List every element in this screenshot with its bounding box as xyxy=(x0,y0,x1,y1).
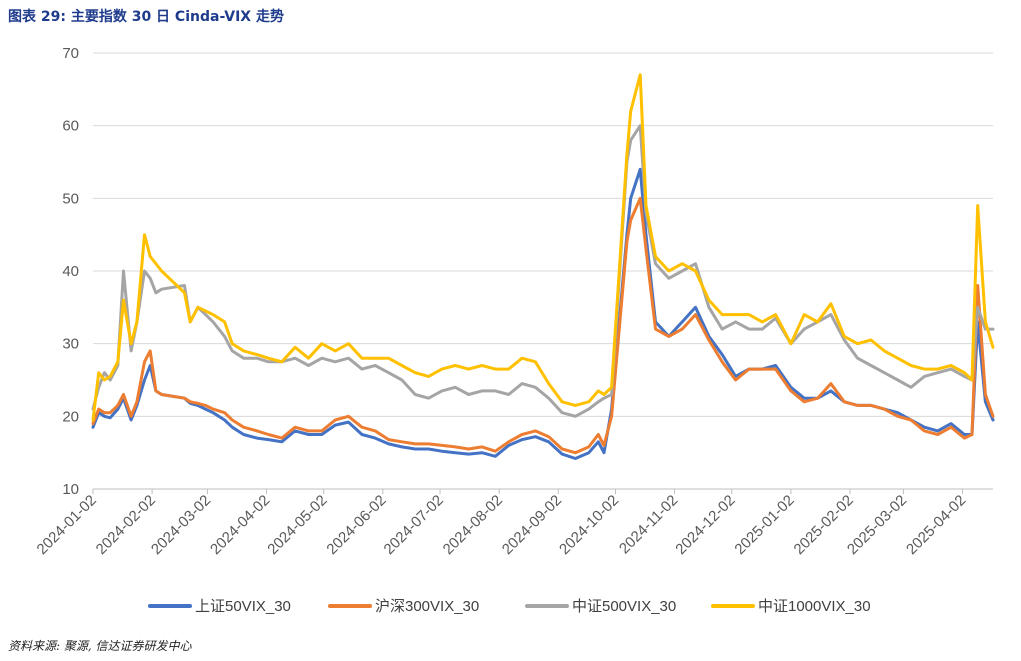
legend: 上证50VIX_30 沪深300VIX_30 中证500VIX_30 中证1000VI… xyxy=(148,598,871,615)
x-tick-label: 2024-01-02 xyxy=(34,492,100,558)
x-tick-label: 2024-04-02 xyxy=(207,492,273,558)
y-tick-label: 50 xyxy=(62,190,79,207)
legend-label: 沪深300VIX_30 xyxy=(375,598,479,615)
legend-label: 中证1000VIX_30 xyxy=(758,598,871,615)
x-tick-label: 2024-07-02 xyxy=(381,492,447,558)
y-tick-label: 30 xyxy=(62,336,79,353)
x-tick-label: 2024-12-02 xyxy=(672,492,738,558)
y-tick-label: 20 xyxy=(62,408,79,425)
x-tick-label: 2025-04-02 xyxy=(903,492,969,558)
legend-label: 中证500VIX_30 xyxy=(572,598,676,615)
series-line-4 xyxy=(91,73,995,422)
legend-label: 上证50VIX_30 xyxy=(195,598,291,615)
x-tick-label: 2024-10-02 xyxy=(556,492,622,558)
y-tick-label: 10 xyxy=(62,481,79,498)
series-lines xyxy=(91,73,995,460)
figure-source: 资料来源: 聚源, 信达证券研发中心 xyxy=(8,639,192,653)
x-tick-label: 2025-01-02 xyxy=(731,492,797,558)
y-tick-label: 60 xyxy=(62,118,79,135)
y-tick-label: 40 xyxy=(62,263,79,280)
series-line-2 xyxy=(91,196,995,455)
x-tick-label: 2024-11-02 xyxy=(616,492,681,557)
figure-title: 图表 29: 主要指数 30 日 Cinda-VIX 走势 xyxy=(8,9,284,25)
x-tick-label: 2024-09-02 xyxy=(499,492,565,558)
x-tick-label: 2024-08-02 xyxy=(440,492,506,558)
axes: 102030405060702024-01-022024-02-022024-0… xyxy=(34,45,993,558)
x-tick-label: 2024-05-02 xyxy=(264,492,330,558)
x-tick-label: 2024-06-02 xyxy=(323,492,389,558)
gridlines xyxy=(93,52,993,417)
x-tick-label: 2024-03-02 xyxy=(148,492,214,558)
y-tick-label: 70 xyxy=(62,45,79,62)
